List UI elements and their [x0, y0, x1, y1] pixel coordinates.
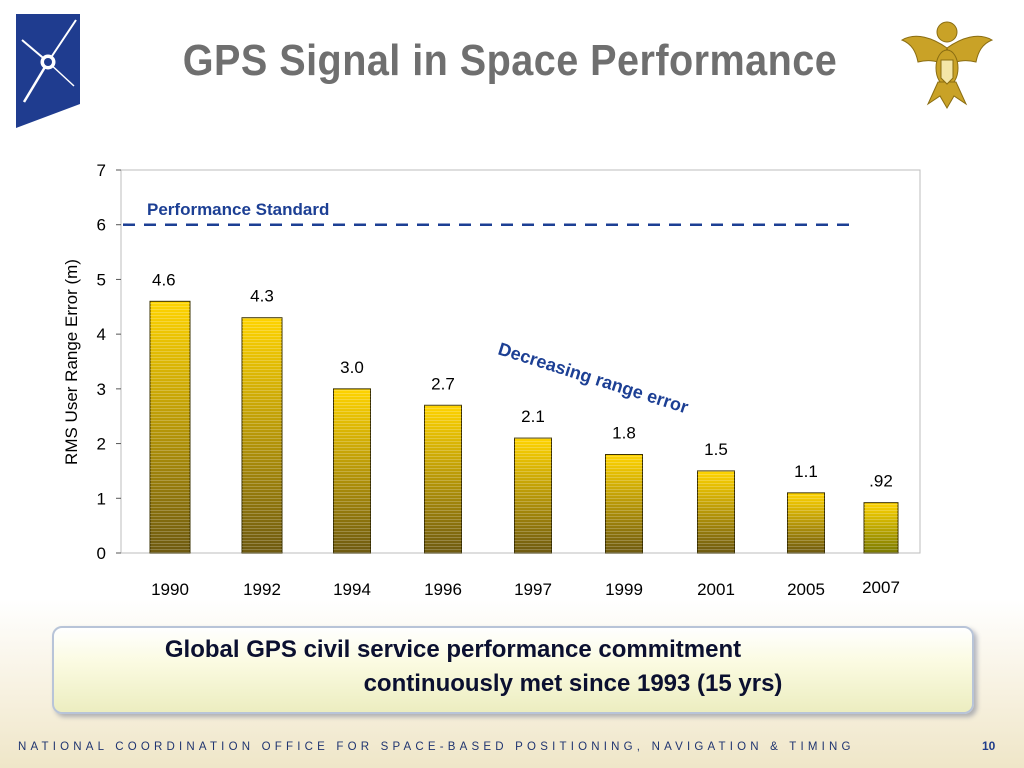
performance-standard-label: Performance Standard — [147, 200, 329, 219]
callout-line-2: continuously met since 1993 (15 yrs) — [363, 670, 783, 697]
commitment-callout-box: Global GPS civil service performance com… — [52, 626, 974, 714]
x-tick-label-2007: 2007 — [862, 578, 900, 597]
y-tick-label: 3 — [97, 380, 106, 399]
x-tick-label-1990: 1990 — [151, 580, 189, 599]
callout-line-1: Global GPS civil service performance com… — [164, 636, 742, 663]
page-number: 10 — [982, 739, 996, 753]
x-tick-label-1996: 1996 — [424, 580, 462, 599]
y-tick-label: 2 — [97, 435, 106, 454]
x-tick-label-2005: 2005 — [787, 580, 825, 599]
y-tick-label: 4 — [97, 325, 106, 344]
data-label-1996: 2.7 — [431, 374, 455, 393]
bar-stripes-1996 — [424, 405, 462, 553]
range-error-bar-chart: 0 1 2 3 4 5 6 7 4.6 1990 4.3 1992 3.0 1994 2.7 1996 2.1 1… — [62, 161, 921, 599]
data-label-1997: 2.1 — [521, 407, 545, 426]
y-tick-label: 6 — [97, 216, 106, 235]
x-tick-label-1999: 1999 — [605, 580, 643, 599]
data-label-2007: .92 — [869, 472, 893, 491]
bar-stripes-2001 — [697, 470, 735, 553]
bar-stripes-2005 — [787, 492, 825, 553]
y-tick-label: 1 — [97, 489, 106, 508]
page-title: GPS Signal in Space Performance — [182, 36, 838, 85]
bar-stripes-1992 — [242, 317, 282, 553]
y-tick-label: 0 — [97, 544, 106, 563]
y-tick-label: 7 — [97, 161, 106, 180]
footer-organization: NATIONAL COORDINATION OFFICE FOR SPACE-B… — [18, 741, 855, 753]
x-tick-label-2001: 2001 — [697, 580, 735, 599]
bar-stripes-1990 — [150, 301, 190, 553]
bar-stripes-1994 — [333, 388, 371, 553]
pnt-star-logo — [16, 14, 80, 128]
great-seal-eagle-icon — [900, 21, 994, 109]
data-label-1999: 1.8 — [612, 424, 636, 443]
data-label-1994: 3.0 — [340, 358, 364, 377]
bar-stripes-2007 — [864, 502, 898, 553]
x-tick-label-1994: 1994 — [333, 580, 371, 599]
x-tick-label-1997: 1997 — [514, 580, 552, 599]
data-label-1990: 4.6 — [152, 270, 176, 289]
y-tick-label: 5 — [97, 270, 106, 289]
x-tick-label-1992: 1992 — [243, 580, 281, 599]
y-axis-title: RMS User Range Error (m) — [62, 259, 81, 465]
bar-stripes-1999 — [605, 454, 643, 553]
data-label-1992: 4.3 — [250, 287, 274, 306]
bar-stripes-1997 — [514, 438, 552, 553]
data-label-2001: 1.5 — [704, 440, 728, 459]
data-label-2005: 1.1 — [794, 462, 818, 481]
